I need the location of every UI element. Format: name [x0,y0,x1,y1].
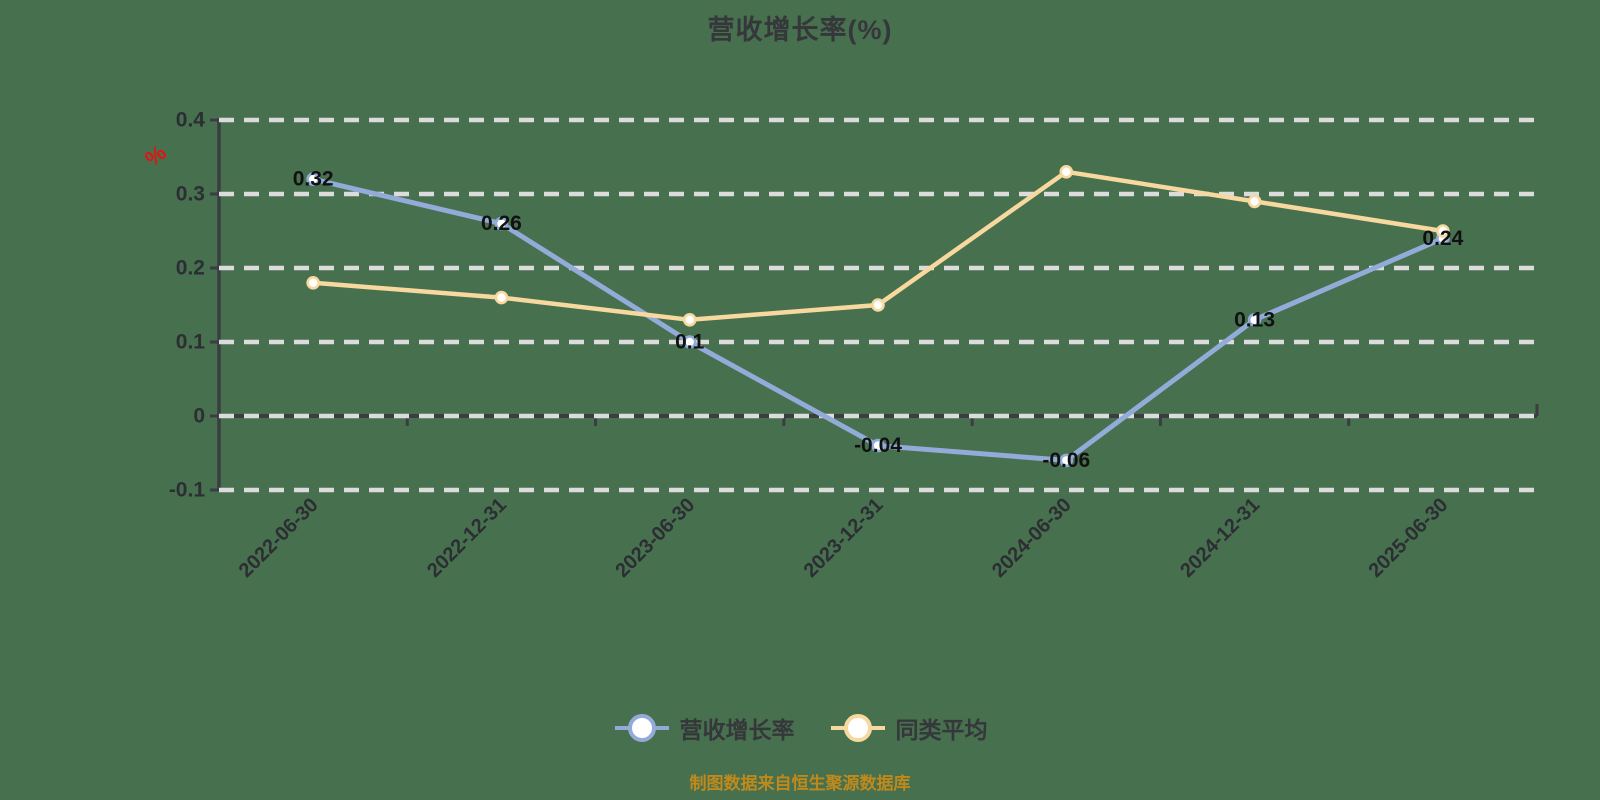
legend-item-1[interactable]: 同类平均 [829,711,988,745]
data-point-marker [494,290,509,305]
x-tick-label: 2022-06-30 [235,494,323,582]
legend-item-label: 营收增长率 [679,717,795,743]
x-tick-label: 2023-12-31 [800,494,888,582]
point-label: 0.32 [293,168,334,191]
data-point-marker [682,335,697,349]
y-tick-label: 0 [193,405,205,428]
x-tick-labels: 2022-06-30 2022-12-31 2023-06-30 2023-12-31… [235,494,1453,582]
legend: 营收增长率 同类平均 [0,711,1600,745]
x-tick-label: 2024-06-30 [988,494,1076,582]
point-label: -0.06 [1042,449,1090,472]
point-label: 0.26 [481,212,522,235]
y-axis [210,118,221,492]
data-point-marker [1247,312,1262,327]
data-source-note: 制图数据来自恒生聚源数据库 [689,774,911,793]
data-point-marker [1247,194,1262,209]
legend-marker-icon [830,714,885,742]
data-point-marker [494,216,509,231]
data-point-marker [871,298,885,312]
point-label: 0.1 [675,331,705,354]
y-tick-label: 0.2 [176,257,205,280]
chart-title: 营收增长率(%) [707,15,893,45]
data-point-marker [682,312,697,327]
y-tick-label: -0.1 [169,479,206,502]
y-tick-label: 0.3 [176,183,205,206]
point-label: 0.24 [1422,227,1463,250]
series-line-1 [306,165,1450,327]
legend-marker-icon [614,714,669,742]
data-point-marker [306,275,320,290]
y-tick-label: 0.4 [176,109,206,132]
point-labels: 0.32 0.26 0.1 -0.04 -0.06 0.13 0.24 [293,168,1464,472]
x-tick-label: 2023-06-30 [611,494,699,582]
y-tick-labels: 0.4 0.3 0.2 0.1 0 -0.1 [169,109,206,502]
grid-lines [219,117,1537,493]
legend-item-0[interactable]: 营收增长率 [613,711,795,745]
legend-item-label: 同类平均 [895,717,988,743]
data-point-marker [871,438,885,453]
data-point-marker [1059,453,1074,468]
series-line-0 [306,172,1450,468]
point-label: -0.04 [854,434,902,457]
data-point-marker [1059,165,1074,179]
data-point-marker [306,172,320,186]
y-tick-label: 0.1 [176,331,206,354]
data-point-marker [1436,224,1450,238]
x-tick-label: 2024-12-31 [1176,494,1264,582]
x-tick-label: 2022-12-31 [423,494,511,582]
point-label: 0.13 [1234,308,1275,331]
x-tick-label: 2025-06-30 [1364,494,1452,582]
